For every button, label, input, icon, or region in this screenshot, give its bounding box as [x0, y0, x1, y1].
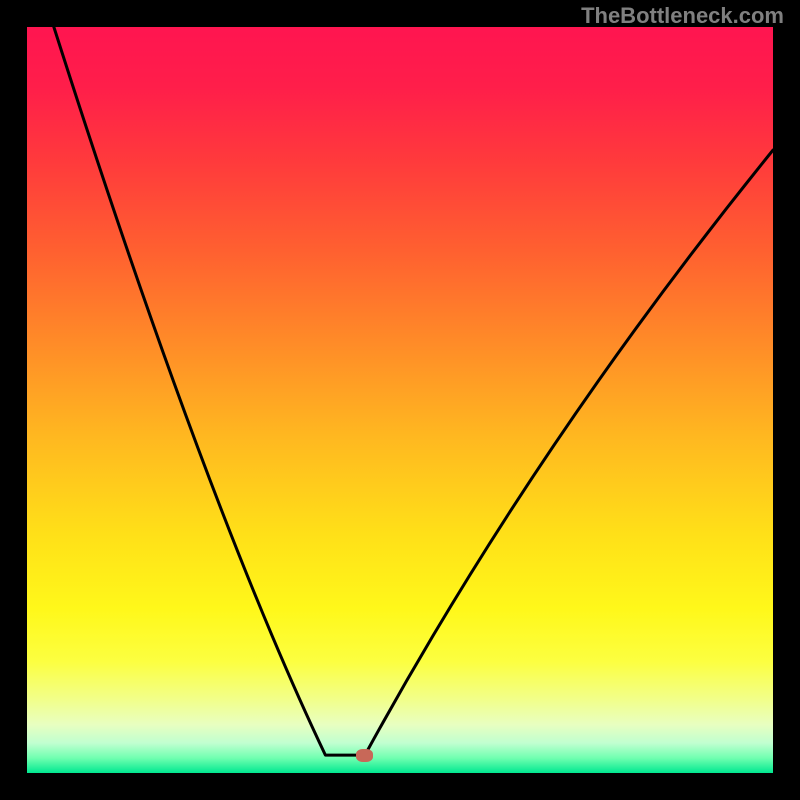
watermark-text: TheBottleneck.com	[581, 3, 784, 29]
curve-path	[54, 27, 773, 755]
minimum-marker	[356, 749, 373, 762]
bottleneck-curve	[27, 27, 773, 773]
chart-container: TheBottleneck.com	[0, 0, 800, 800]
plot-area	[27, 27, 773, 773]
